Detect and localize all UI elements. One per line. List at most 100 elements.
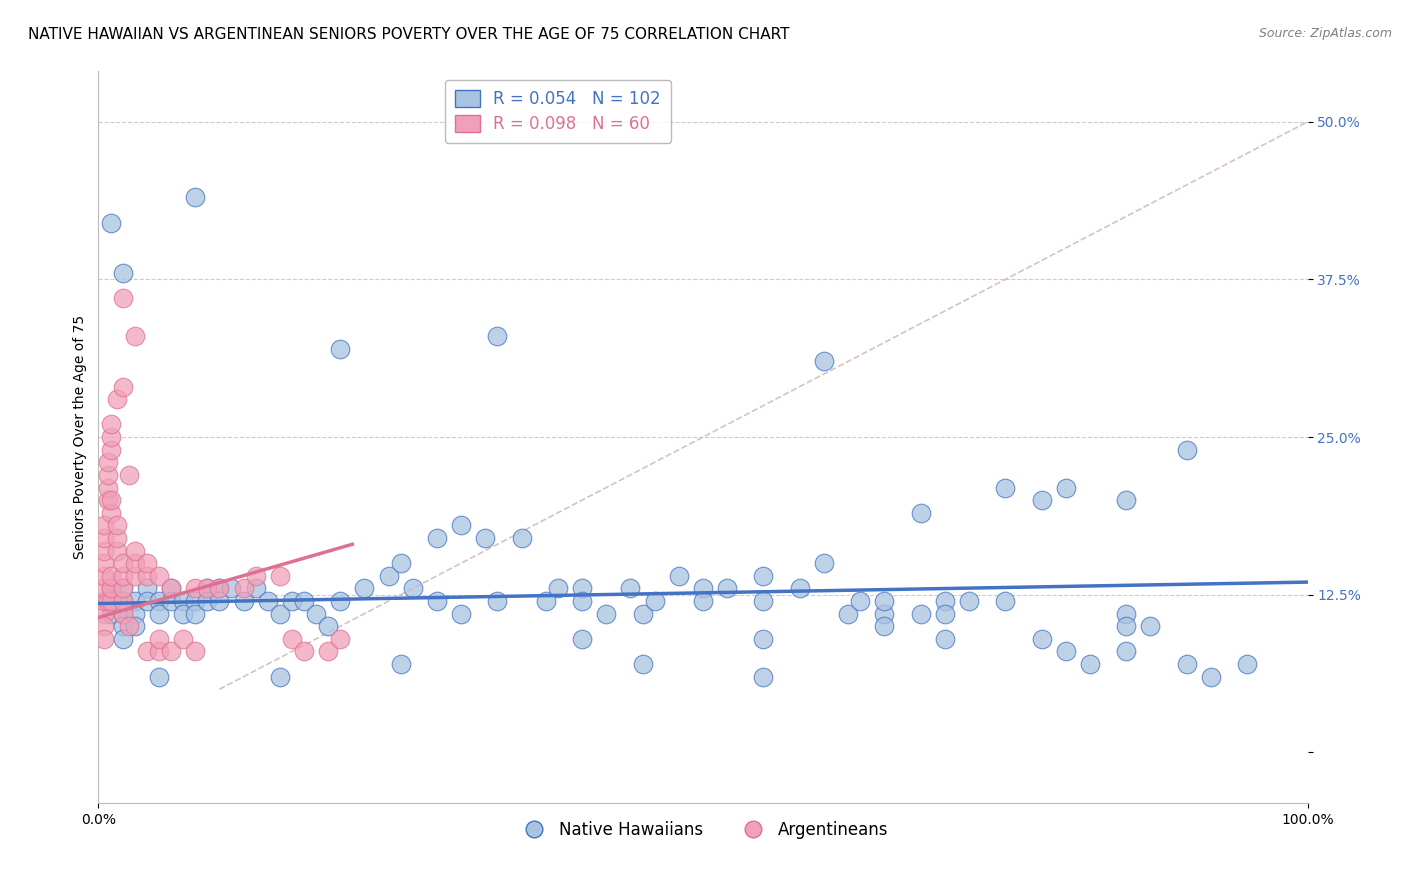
Point xyxy=(111,582,134,596)
Text: Source: ZipAtlas.com: Source: ZipAtlas.com xyxy=(1258,27,1392,40)
Point xyxy=(93,619,115,633)
Point xyxy=(105,392,128,407)
Point xyxy=(208,594,231,608)
Point xyxy=(93,594,115,608)
Point xyxy=(97,467,120,482)
Point xyxy=(160,582,183,596)
Point xyxy=(269,569,291,583)
Point xyxy=(934,607,956,621)
Point xyxy=(124,556,146,570)
Text: NATIVE HAWAIIAN VS ARGENTINEAN SENIORS POVERTY OVER THE AGE OF 75 CORRELATION CH: NATIVE HAWAIIAN VS ARGENTINEAN SENIORS P… xyxy=(28,27,790,42)
Point xyxy=(292,594,315,608)
Point xyxy=(195,582,218,596)
Point xyxy=(873,594,896,608)
Y-axis label: Seniors Poverty Over the Age of 75: Seniors Poverty Over the Age of 75 xyxy=(73,315,87,559)
Point xyxy=(100,582,122,596)
Point xyxy=(752,594,775,608)
Point xyxy=(692,594,714,608)
Point xyxy=(426,531,449,545)
Point xyxy=(93,607,115,621)
Point xyxy=(111,607,134,621)
Point xyxy=(111,582,134,596)
Point xyxy=(111,594,134,608)
Point xyxy=(160,644,183,658)
Point xyxy=(1139,619,1161,633)
Point xyxy=(595,607,617,621)
Point xyxy=(402,582,425,596)
Point xyxy=(1031,493,1053,508)
Point xyxy=(389,657,412,671)
Point xyxy=(124,594,146,608)
Point xyxy=(100,582,122,596)
Point xyxy=(124,607,146,621)
Point xyxy=(329,342,352,356)
Point xyxy=(1115,493,1137,508)
Point xyxy=(184,582,207,596)
Point xyxy=(208,582,231,596)
Point xyxy=(124,543,146,558)
Point xyxy=(100,506,122,520)
Point xyxy=(316,619,339,633)
Point xyxy=(486,594,509,608)
Point xyxy=(160,582,183,596)
Point xyxy=(534,594,557,608)
Point xyxy=(668,569,690,583)
Point xyxy=(377,569,399,583)
Point xyxy=(1054,644,1077,658)
Point xyxy=(571,632,593,646)
Point xyxy=(934,594,956,608)
Point xyxy=(1115,619,1137,633)
Point xyxy=(172,632,194,646)
Point xyxy=(184,594,207,608)
Point xyxy=(994,481,1017,495)
Point xyxy=(716,582,738,596)
Point xyxy=(105,518,128,533)
Point xyxy=(752,670,775,684)
Point xyxy=(111,379,134,393)
Point xyxy=(93,518,115,533)
Point xyxy=(124,569,146,583)
Point xyxy=(292,644,315,658)
Point xyxy=(571,582,593,596)
Point xyxy=(486,329,509,343)
Point xyxy=(631,607,654,621)
Point xyxy=(195,582,218,596)
Point xyxy=(789,582,811,596)
Point xyxy=(1199,670,1222,684)
Point xyxy=(100,417,122,432)
Legend: Native Hawaiians, Argentineans: Native Hawaiians, Argentineans xyxy=(510,814,896,846)
Point xyxy=(450,518,472,533)
Point xyxy=(93,531,115,545)
Point xyxy=(305,607,328,621)
Point xyxy=(910,607,932,621)
Point xyxy=(93,543,115,558)
Point xyxy=(135,644,157,658)
Point xyxy=(837,607,859,621)
Point xyxy=(1175,442,1198,457)
Point xyxy=(118,619,141,633)
Point xyxy=(148,594,170,608)
Point xyxy=(135,556,157,570)
Point xyxy=(474,531,496,545)
Point xyxy=(135,569,157,583)
Point xyxy=(1236,657,1258,671)
Point xyxy=(172,607,194,621)
Point xyxy=(124,619,146,633)
Point xyxy=(148,644,170,658)
Point xyxy=(232,582,254,596)
Point xyxy=(100,430,122,444)
Point xyxy=(269,670,291,684)
Point xyxy=(316,644,339,658)
Point xyxy=(281,594,304,608)
Point xyxy=(934,632,956,646)
Point xyxy=(105,531,128,545)
Point xyxy=(135,594,157,608)
Point xyxy=(111,632,134,646)
Point xyxy=(849,594,872,608)
Point xyxy=(100,569,122,583)
Point xyxy=(1078,657,1101,671)
Point xyxy=(93,569,115,583)
Point xyxy=(269,607,291,621)
Point xyxy=(1031,632,1053,646)
Point xyxy=(172,594,194,608)
